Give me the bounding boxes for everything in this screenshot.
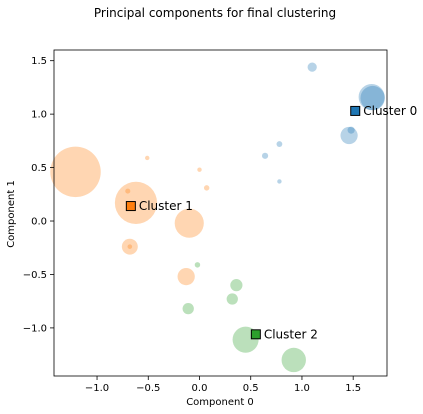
scatter-point <box>182 303 194 315</box>
centroid-marker <box>125 201 136 212</box>
scatter-point <box>197 167 202 172</box>
plot-area: Cluster 0 Cluster 1 Cluster 2 <box>50 62 417 373</box>
x-tick-label: 0.5 <box>243 383 259 394</box>
centroid-marker <box>250 329 261 340</box>
scatter-point <box>276 141 283 147</box>
centroid-label: Cluster 0 <box>363 104 417 118</box>
y-tick-label: −0.5 <box>23 270 47 281</box>
y-tick-label: −1.0 <box>23 323 47 334</box>
scatter-point <box>226 293 238 305</box>
scatter-point <box>340 126 358 145</box>
centroid-label: Cluster 2 <box>264 327 318 341</box>
y-tick-label: 0.0 <box>31 217 47 228</box>
scatter-point <box>127 244 133 249</box>
x-tick-label: 1.5 <box>345 383 361 394</box>
y-axis-label: Component 1 <box>6 180 17 248</box>
scatter-point <box>174 208 204 238</box>
scatter-point <box>360 85 385 111</box>
scatter-point <box>358 84 385 111</box>
axes: −1.0 −0.5 0.0 0.5 1.0 1.5 −1.0 −0.5 0.0 0.5 1.0 1.5 <box>23 56 361 394</box>
scatter-point <box>307 62 317 72</box>
scatter-point <box>145 155 150 161</box>
y-tick-label: 1.0 <box>31 110 47 121</box>
scatter-point <box>177 267 195 286</box>
x-axis-label: Component 0 <box>186 397 254 408</box>
x-tick-label: 1.0 <box>294 383 310 394</box>
scatter-point <box>281 347 306 373</box>
scatter-point <box>50 146 101 198</box>
y-tick-label: 1.5 <box>31 56 47 67</box>
scatter-point <box>203 185 210 191</box>
scatter-point <box>230 279 243 292</box>
plot-frame <box>53 49 388 377</box>
x-tick-label: −1.0 <box>85 383 109 394</box>
scatter-point <box>261 152 269 159</box>
scatter-point <box>125 188 131 194</box>
centroid-label: Cluster 1 <box>139 199 193 213</box>
centroid-marker <box>350 105 361 116</box>
scatter-point <box>194 262 201 268</box>
y-tick-label: 0.5 <box>31 163 47 174</box>
x-tick-label: −0.5 <box>136 383 160 394</box>
scatter-point <box>277 179 282 184</box>
scatter-point <box>114 181 158 224</box>
chart-title: Principal components for final clusterin… <box>94 6 336 20</box>
scatter-point <box>347 126 355 134</box>
scatter-point <box>121 238 138 255</box>
x-tick-label: 0.0 <box>192 383 208 394</box>
